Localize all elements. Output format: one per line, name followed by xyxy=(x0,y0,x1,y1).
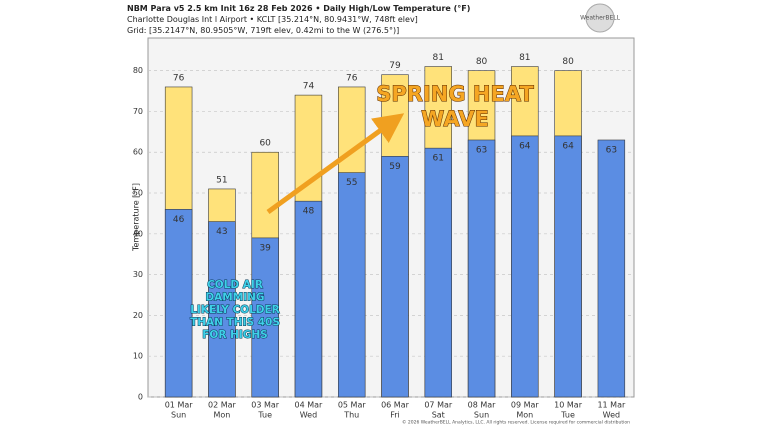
y-tick-label: 80 xyxy=(133,66,143,75)
x-tick-label: 07 Mar xyxy=(424,401,453,410)
data-label: 43 xyxy=(216,227,227,237)
bar xyxy=(164,209,193,398)
bar xyxy=(511,135,539,398)
annotation: COLD AIR xyxy=(207,279,263,291)
x-tick-sublabel: Mon xyxy=(516,411,533,420)
data-label: 63 xyxy=(476,145,487,155)
annotation: FOR HIGHS xyxy=(202,329,268,341)
annotation: SPRING HEAT xyxy=(376,82,534,106)
x-tick-sublabel: Sun xyxy=(474,411,489,420)
x-tick-label: 10 Mar xyxy=(554,401,583,410)
data-label: 48 xyxy=(303,207,315,217)
data-label: 76 xyxy=(173,73,185,83)
header-line: Charlotte Douglas Int l Airport • KCLT [… xyxy=(127,15,418,24)
bar xyxy=(294,200,323,398)
data-label: 51 xyxy=(216,175,227,185)
data-label: 59 xyxy=(389,162,401,172)
y-tick-label: 10 xyxy=(133,352,143,361)
x-tick-sublabel: Wed xyxy=(300,411,317,420)
data-label: 76 xyxy=(346,73,358,83)
data-label: 80 xyxy=(476,57,488,67)
x-tick-sublabel: Mon xyxy=(213,411,230,420)
header-line: NBM Para v5 2.5 km Init 16z 28 Feb 2026 … xyxy=(127,4,470,13)
annotation: LIKELY COLDER xyxy=(190,304,280,316)
x-tick-sublabel: Wed xyxy=(603,411,620,420)
x-tick-label: 05 Mar xyxy=(338,401,367,410)
data-label: 55 xyxy=(346,178,357,188)
x-tick-label: 01 Mar xyxy=(165,401,194,410)
x-tick-sublabel: Thu xyxy=(343,411,359,420)
footer: © 2026 WeatherBELL Analytics, LLC. All r… xyxy=(402,419,630,426)
annotation: WAVE xyxy=(421,107,489,131)
x-tick-sublabel: Tue xyxy=(560,411,575,420)
annotation: THAN THIS 40S xyxy=(190,317,280,329)
x-tick-sublabel: Tue xyxy=(257,411,272,420)
y-tick-label: 30 xyxy=(133,270,143,279)
data-label: 61 xyxy=(433,154,444,164)
data-label: 74 xyxy=(303,82,315,92)
x-tick-sublabel: Fri xyxy=(390,411,400,420)
bar xyxy=(597,139,626,398)
bar xyxy=(554,135,582,398)
data-label: 80 xyxy=(562,57,574,67)
y-tick-label: 20 xyxy=(133,311,143,320)
logo-mark xyxy=(585,3,615,33)
y-tick-label: 0 xyxy=(138,393,143,402)
data-label: 63 xyxy=(606,145,617,155)
data-label: 64 xyxy=(562,141,574,151)
header-line: Grid: [35.2147°N, 80.9505°W, 719ft elev,… xyxy=(127,26,399,35)
arrow xyxy=(266,113,405,215)
bar xyxy=(251,237,279,398)
x-tick-label: 06 Mar xyxy=(381,401,410,410)
y-tick-label: 60 xyxy=(133,148,143,157)
y-axis-label: Temperature [°F] xyxy=(132,183,141,252)
x-tick-label: 02 Mar xyxy=(208,401,237,410)
data-label: 39 xyxy=(259,243,271,253)
x-tick-sublabel: Sat xyxy=(432,411,445,420)
bar xyxy=(208,221,236,398)
x-tick-label: 09 Mar xyxy=(511,401,540,410)
data-label: 46 xyxy=(173,215,185,225)
data-label: 81 xyxy=(519,53,530,63)
bar xyxy=(467,139,496,398)
bar xyxy=(381,156,409,398)
data-label: 64 xyxy=(519,141,531,151)
x-tick-label: 11 Mar xyxy=(597,401,626,410)
x-tick-sublabel: Sun xyxy=(171,411,186,420)
data-label: 60 xyxy=(259,139,271,149)
data-label: 79 xyxy=(389,61,401,71)
x-tick-label: 08 Mar xyxy=(468,401,497,410)
annotation: DAMMING xyxy=(205,292,264,304)
logo: WeatherBELL xyxy=(580,15,621,22)
x-tick-label: 03 Mar xyxy=(251,401,280,410)
y-tick-label: 40 xyxy=(133,229,143,238)
data-label: 81 xyxy=(433,53,444,63)
x-tick-label: 04 Mar xyxy=(295,401,324,410)
bar xyxy=(338,172,366,398)
y-tick-label: 70 xyxy=(133,107,143,116)
y-tick-label: 50 xyxy=(133,189,143,198)
bar xyxy=(424,147,452,398)
